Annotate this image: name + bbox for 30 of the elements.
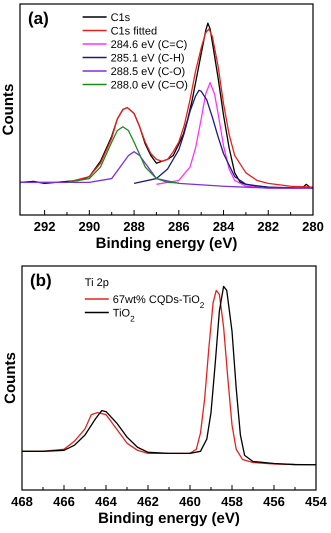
legend-label: 288.0 eV (C=O) — [110, 80, 188, 92]
x-tick-label: 288 — [123, 219, 145, 234]
x-tick-label: 464 — [95, 494, 118, 509]
legend-label: TiO$_{2}$ — [112, 308, 136, 323]
y-axis-title: Counts — [0, 84, 17, 136]
y-axis-title: Counts — [2, 352, 19, 404]
x-tick-label: 292 — [34, 219, 56, 234]
annotation: Ti 2p — [84, 277, 109, 289]
legend-label: 67wt% CQDs-TiO$_{2}$ — [112, 294, 205, 310]
x-tick-label: 460 — [179, 494, 201, 509]
x-tick-label: 454 — [305, 494, 328, 509]
legend-label: 288.5 eV (C-O) — [110, 66, 186, 78]
x-tick-label: 468 — [11, 494, 33, 509]
x-axis-title: Binding energy (eV) — [98, 510, 240, 527]
annotation: (a) — [28, 9, 49, 28]
legend-label: C1s fitted — [110, 26, 158, 38]
legend-label: 285.1 eV (C-H) — [110, 52, 185, 64]
x-tick-label: 282 — [257, 219, 280, 234]
x-tick-label: 280 — [302, 219, 324, 234]
x-tick-label: 466 — [53, 494, 75, 509]
legend-label: C1s — [110, 12, 131, 24]
x-tick-label: 284 — [212, 219, 236, 234]
x-tick-label: 290 — [78, 219, 100, 234]
x-tick-label: 462 — [137, 494, 159, 509]
legend-label: 284.6 eV (C=C) — [110, 39, 188, 51]
x-axis-title: Binding energy (eV) — [96, 235, 238, 252]
x-tick-label: 458 — [221, 494, 243, 509]
x-tick-label: 286 — [168, 219, 190, 234]
annotation: (b) — [30, 271, 52, 290]
x-tick-label: 456 — [263, 494, 285, 509]
